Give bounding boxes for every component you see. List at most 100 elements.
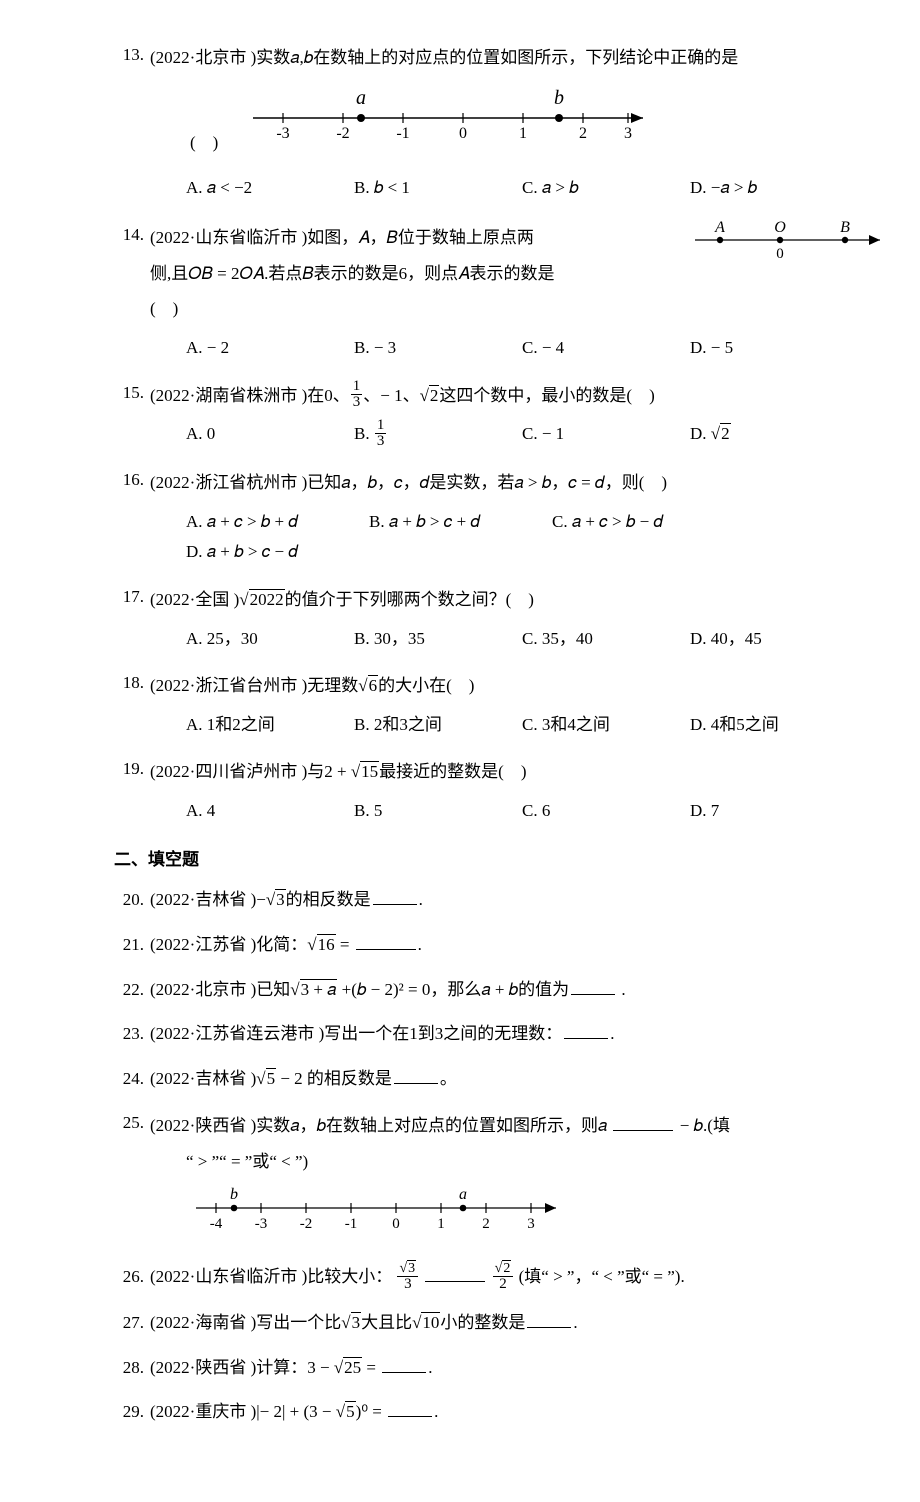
source-tag: (2022·陕西省 ) — [150, 1358, 256, 1377]
blank — [425, 1263, 485, 1283]
choice-b: B. 𝑏 < 1 — [354, 170, 522, 206]
svg-text:a: a — [356, 87, 366, 109]
sqrt: 2022 — [239, 582, 284, 618]
problem-stem: (2022·浙江省杭州市 )已知𝑎，𝑏，𝑐，𝑑是实数，若𝑎 > 𝑏，𝑐 = 𝑑，… — [150, 465, 890, 501]
source-tag: (2022·海南省 ) — [150, 1313, 256, 1332]
svg-text:2: 2 — [482, 1216, 490, 1232]
svg-text:-3: -3 — [276, 125, 289, 142]
svg-text:-2: -2 — [300, 1216, 313, 1232]
problem-17: 17. (2022·全国 )2022的值介于下列哪两个数之间？( ) A. 25… — [150, 582, 890, 654]
choices-row: A. 1和2之间 B. 2和3之间 C. 3和4之间 D. 4和5之间 — [186, 710, 890, 741]
problem-number: 23. — [114, 1019, 144, 1050]
source-tag: (2022·吉林省 ) — [150, 1069, 256, 1088]
fraction: 13 — [351, 379, 363, 410]
choices-row: A. 𝑎 + 𝑐 > 𝑏 + 𝑑 B. 𝑎 + 𝑏 > 𝑐 + 𝑑 C. 𝑎 +… — [186, 507, 890, 568]
number-line-25: -4 -3 -2 -1 0 1 2 3 b a — [186, 1186, 890, 1249]
svg-text:b: b — [230, 1186, 238, 1203]
blank — [527, 1308, 571, 1328]
choice-c: C. 6 — [522, 796, 690, 827]
problem-number: 24. — [114, 1064, 144, 1095]
problem-14: 14. A O B 0 (2022·山东省临沂市 )如图，𝐴，𝐵位于数轴上原点两… — [150, 220, 890, 364]
stem-text: 实数𝑎,𝑏在数轴上的对应点的位置如图所示，下列结论中正确的是 — [256, 48, 738, 67]
svg-text:-4: -4 — [210, 1216, 223, 1232]
problem-29: 29. (2022·重庆市 )|− 2| + (3 − 5)⁰ = . — [150, 1397, 890, 1428]
source-tag: (2022·湖南省株洲市 ) — [150, 386, 307, 405]
choices-row: A. − 2 B. − 3 C. − 4 D. − 5 — [186, 333, 890, 364]
numberline-svg: A O B 0 — [690, 218, 890, 268]
svg-text:0: 0 — [459, 125, 467, 142]
choice-d: D. − 5 — [690, 333, 858, 364]
choice-a: A. 𝑎 < −2 — [186, 170, 354, 206]
problem-19: 19. (2022·四川省泸州市 )与2 + 15最接近的整数是( ) A. 4… — [150, 754, 890, 826]
svg-text:-3: -3 — [255, 1216, 268, 1232]
problem-number: 14. — [114, 220, 144, 251]
source-tag: (2022·江苏省 ) — [150, 935, 256, 954]
problem-26: 26. (2022·山东省临沂市 )比较大小： 33 22 (填“ > ”，“ … — [150, 1262, 890, 1294]
svg-text:-1: -1 — [345, 1216, 358, 1232]
source-tag: (2022·山东省临沂市 ) — [150, 228, 307, 247]
source-tag: (2022·全国 ) — [150, 590, 239, 609]
number-line-13: ( ) — [190, 86, 890, 161]
blank — [394, 1064, 438, 1084]
choices-row: A. 0 B. 13 C. − 1 D. 2 — [186, 419, 890, 451]
problem-18: 18. (2022·浙江省台州市 )无理数6的大小在( ) A. 1和2之间 B… — [150, 668, 890, 740]
problem-number: 28. — [114, 1353, 144, 1384]
svg-text:0: 0 — [392, 1216, 400, 1232]
problem-stem: (2022·陕西省 )实数𝑎，𝑏在数轴上对应点的位置如图所示，则𝑎 − 𝑏.(填… — [150, 1108, 890, 1248]
sqrt: 16 — [307, 930, 335, 961]
problem-24: 24. (2022·吉林省 )5 − 2 的相反数是。 — [150, 1064, 890, 1095]
sqrt: 15 — [351, 754, 379, 790]
problem-15: 15. (2022·湖南省株洲市 )在0、13、− 1、2这四个数中，最小的数是… — [150, 378, 890, 451]
sqrt: 5 — [256, 1064, 276, 1095]
problem-25: 25. (2022·陕西省 )实数𝑎，𝑏在数轴上对应点的位置如图所示，则𝑎 − … — [150, 1108, 890, 1248]
numberline-svg: -3 -2 -1 0 1 2 3 a b — [233, 86, 663, 148]
source-tag: (2022·重庆市 ) — [150, 1402, 256, 1421]
choices-row: A. 4 B. 5 C. 6 D. 7 — [186, 796, 890, 827]
sqrt: 25 — [334, 1353, 362, 1384]
stem-text-2: 侧,且𝑂𝐵 = 2𝑂𝐴.若点𝐵表示的数是6，则点𝐴表示的数是 — [150, 264, 554, 283]
svg-text:0: 0 — [776, 246, 784, 262]
choice-d: D. 40，45 — [690, 624, 858, 655]
svg-text:-1: -1 — [396, 125, 409, 142]
choice-a: A. 0 — [186, 419, 354, 451]
choice-d: D. 4和5之间 — [690, 710, 858, 741]
blank — [382, 1353, 426, 1373]
problem-number: 26. — [114, 1262, 144, 1293]
svg-text:A: A — [714, 219, 725, 236]
problem-stem: (2022·浙江省台州市 )无理数6的大小在( ) — [150, 668, 890, 704]
choice-d: D. −𝑎 > 𝑏 — [690, 170, 858, 206]
source-tag: (2022·北京市 ) — [150, 980, 256, 999]
source-tag: (2022·陕西省 ) — [150, 1116, 256, 1135]
svg-text:-2: -2 — [336, 125, 349, 142]
source-tag: (2022·浙江省杭州市 ) — [150, 473, 307, 492]
svg-text:O: O — [774, 219, 786, 236]
choice-c: C. − 1 — [522, 419, 690, 451]
problem-number: 21. — [114, 930, 144, 961]
source-tag: (2022·江苏省连云港市 ) — [150, 1024, 324, 1043]
svg-text:1: 1 — [437, 1216, 445, 1232]
problem-stem: (2022·四川省泸州市 )与2 + 15最接近的整数是( ) — [150, 754, 890, 790]
choice-c: C. 𝑎 > 𝑏 — [522, 170, 690, 206]
svg-text:2: 2 — [579, 125, 587, 142]
fraction: 33 — [397, 1261, 418, 1292]
svg-text:3: 3 — [624, 125, 632, 142]
problem-16: 16. (2022·浙江省杭州市 )已知𝑎，𝑏，𝑐，𝑑是实数，若𝑎 > 𝑏，𝑐 … — [150, 465, 890, 568]
blank — [613, 1112, 673, 1132]
choice-d: D. 2 — [690, 419, 858, 451]
problem-number: 19. — [114, 754, 144, 785]
choice-a: A. − 2 — [186, 333, 354, 364]
source-tag: (2022·四川省泸州市 ) — [150, 762, 307, 781]
choice-d: D. 𝑎 + 𝑏 > 𝑐 − 𝑑 — [186, 537, 369, 568]
source-tag: (2022·山东省临沂市 ) — [150, 1267, 307, 1286]
sqrt: 3 — [266, 885, 286, 916]
sqrt: 3 + 𝑎 — [290, 975, 337, 1006]
source-tag: (2022·北京市 ) — [150, 48, 256, 67]
number-line-14: A O B 0 — [690, 218, 890, 279]
choice-d: D. 7 — [690, 796, 858, 827]
choice-paren: ( ) — [150, 299, 178, 318]
problem-21: 21. (2022·江苏省 )化简：16 = . — [150, 930, 890, 961]
choice-b: B. 13 — [354, 419, 522, 451]
problem-number: 16. — [114, 465, 144, 496]
choice-b: B. 5 — [354, 796, 522, 827]
source-tag: (2022·吉林省 ) — [150, 890, 256, 909]
